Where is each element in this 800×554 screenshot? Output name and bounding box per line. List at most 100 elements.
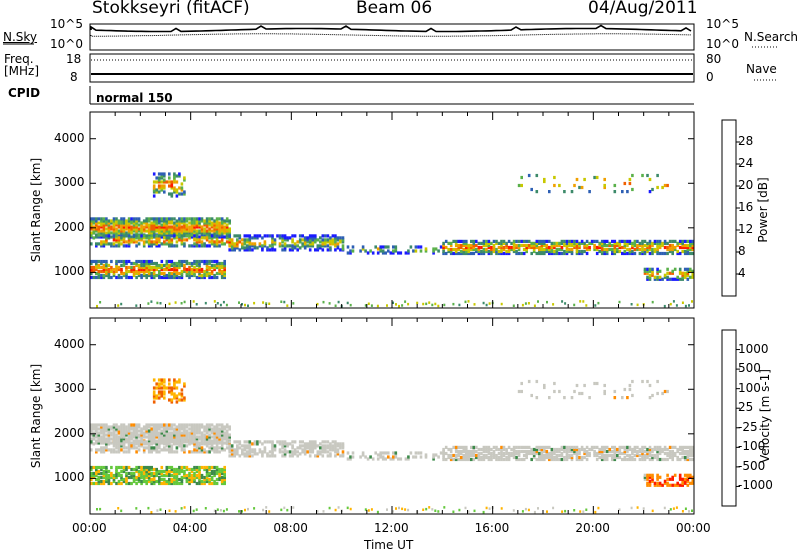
- velocity-cell: [467, 457, 471, 462]
- velocity-cell: [185, 467, 189, 472]
- velocity-cell: [183, 435, 186, 439]
- power-cell: [225, 223, 229, 227]
- velocity-cell: [175, 439, 179, 443]
- power-cell: [600, 251, 604, 256]
- power-cell: [462, 243, 466, 248]
- velocity-cell: [311, 448, 315, 452]
- velocity-cell: [208, 429, 211, 433]
- velocity-cell: [173, 427, 176, 431]
- power-cell: [278, 236, 282, 240]
- power-cell: [120, 242, 123, 246]
- power-cell: [502, 247, 506, 252]
- velocity-cell: [213, 446, 216, 450]
- velocity-cell: [648, 447, 652, 452]
- power-cell: [127, 229, 131, 233]
- power-cell: [261, 246, 264, 250]
- velocity-cell: [298, 446, 302, 450]
- power-cell: [180, 219, 184, 223]
- velocity-cell: [271, 450, 274, 454]
- power-cell: [376, 304, 379, 308]
- power-cell: [132, 221, 136, 225]
- power-cell: [193, 219, 196, 223]
- power-cell: [563, 251, 566, 256]
- velocity-cell: [676, 457, 679, 462]
- velocity-cell: [120, 429, 123, 433]
- power-cell: [150, 300, 153, 303]
- power-cell: [281, 236, 284, 240]
- velocity-cell: [122, 467, 126, 472]
- velocity-cell: [553, 449, 556, 454]
- power-cell: [170, 182, 174, 186]
- velocity-cell: [180, 427, 184, 431]
- power-cell: [497, 241, 501, 245]
- velocity-cell: [326, 454, 330, 458]
- power-cell: [248, 246, 252, 250]
- velocity-cell: [543, 457, 546, 462]
- power-cell: [112, 231, 116, 235]
- velocity-cell: [215, 444, 219, 448]
- velocity-cell: [188, 442, 191, 446]
- power-cell: [198, 231, 201, 235]
- power-cell: [165, 221, 169, 225]
- power-cell: [107, 236, 111, 240]
- velocity-cell: [140, 479, 143, 484]
- power-cell: [384, 245, 387, 249]
- velocity-cell: [535, 451, 539, 456]
- velocity-cell: [135, 431, 138, 435]
- power-cell: [613, 183, 617, 188]
- velocity-cell: [500, 445, 503, 449]
- velocity-cell: [105, 467, 108, 472]
- velocity-cell: [117, 444, 121, 448]
- power-cell: [168, 267, 171, 272]
- power-cell: [180, 221, 184, 225]
- power-cell: [271, 244, 274, 248]
- power-cell: [125, 261, 128, 266]
- velocity-cell: [208, 481, 211, 486]
- velocity-cell: [331, 440, 335, 444]
- velocity-cell: [683, 449, 687, 454]
- velocity-cell: [230, 444, 234, 448]
- velocity-cell: [678, 451, 682, 456]
- velocity-cell: [132, 467, 136, 472]
- velocity-cell: [173, 440, 176, 444]
- power-cell: [568, 247, 571, 252]
- power-cell: [575, 247, 579, 252]
- velocity-cell: [152, 467, 156, 472]
- power-cell: [183, 223, 186, 227]
- velocity-cell: [482, 445, 486, 449]
- power-cell: [298, 240, 302, 244]
- power-cell: [127, 236, 131, 240]
- velocity-cell: [532, 455, 536, 460]
- velocity-cell: [100, 431, 103, 435]
- power-cell: [573, 245, 576, 250]
- velocity-cell: [666, 473, 669, 477]
- velocity-cell: [321, 454, 325, 458]
- velocity-cell: [115, 446, 118, 450]
- power-cell: [532, 245, 536, 250]
- power-cell: [178, 221, 181, 225]
- velocity-cell: [414, 451, 418, 455]
- velocity-cell: [641, 445, 644, 449]
- power-cell: [92, 275, 96, 280]
- velocity-cell: [678, 475, 682, 479]
- date-title: 04/Aug/2011: [588, 0, 698, 18]
- power-cell: [349, 303, 352, 307]
- velocity-cell: [444, 445, 448, 449]
- power-cell: [160, 188, 164, 192]
- velocity-cell: [215, 481, 219, 486]
- velocity-cell: [553, 457, 556, 462]
- power-cell: [487, 243, 491, 248]
- velocity-cell: [158, 477, 161, 482]
- power-cell: [208, 231, 211, 235]
- power-cell: [452, 239, 455, 243]
- velocity-cell: [190, 479, 194, 484]
- power-cell: [107, 271, 111, 276]
- velocity-cell: [190, 475, 194, 480]
- power-cell: [225, 303, 228, 307]
- power-cell: [160, 219, 164, 223]
- velocity-cell: [527, 379, 531, 384]
- velocity-cell: [107, 433, 111, 437]
- power-cell: [127, 221, 131, 225]
- velocity-cell: [170, 481, 174, 486]
- power-cell: [190, 261, 194, 266]
